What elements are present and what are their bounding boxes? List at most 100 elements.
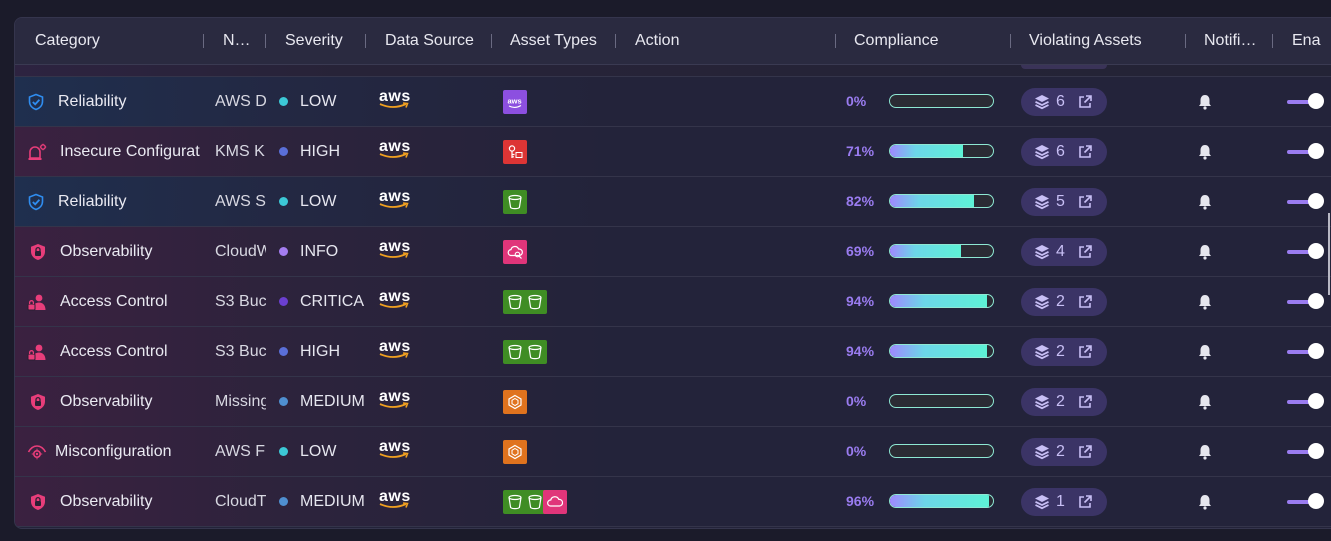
enable-toggle-track[interactable] [1287, 400, 1317, 404]
aws-logo-icon: aws [379, 339, 411, 365]
violating-assets-pill[interactable]: 2 [1021, 438, 1107, 466]
column-resizer[interactable] [835, 34, 836, 48]
column-header-category[interactable]: Category [35, 32, 100, 49]
rule-name[interactable]: CloudT [215, 493, 266, 510]
enable-toggle[interactable] [1308, 143, 1324, 159]
column-header-data-source[interactable]: Data Source [385, 32, 474, 49]
enable-toggle-track[interactable] [1287, 150, 1317, 154]
table-row[interactable]: Access Control S3 Buc HIGH aws 94% 2 [15, 327, 1331, 377]
aws-logo-icon: aws [379, 189, 411, 215]
violating-assets-pill[interactable] [1021, 65, 1107, 69]
layers-icon [1033, 443, 1051, 466]
table-row[interactable]: Observability CloudT MEDIUM aws 96% 1 [15, 477, 1331, 527]
column-header-notifications[interactable]: Notifi… [1204, 32, 1257, 49]
column-resizer[interactable] [1185, 34, 1186, 48]
enable-toggle[interactable] [1308, 243, 1324, 259]
bell-icon[interactable] [1196, 193, 1214, 216]
rule-name[interactable]: S3 Buc [215, 343, 266, 360]
bell-icon[interactable] [1196, 243, 1214, 266]
table-row[interactable]: Misconfiguration AWS F LOW aws 0% 2 [15, 427, 1331, 477]
compliance-percent: 71% [846, 143, 875, 159]
compliance-bar-fill [890, 295, 987, 307]
enable-toggle-track[interactable] [1287, 100, 1317, 104]
enable-toggle[interactable] [1308, 493, 1324, 509]
compliance-percent: 0% [846, 393, 867, 409]
violating-assets-pill[interactable]: 5 [1021, 188, 1107, 216]
enable-toggle-track[interactable] [1287, 500, 1317, 504]
table-row[interactable]: Observability Missing MEDIUM aws 0% 2 [15, 377, 1331, 427]
column-resizer[interactable] [203, 34, 204, 48]
aws-logo-icon: aws [379, 89, 411, 115]
column-resizer[interactable] [1010, 34, 1011, 48]
external-link-icon[interactable] [1077, 144, 1093, 165]
enable-toggle-track[interactable] [1287, 300, 1317, 304]
column-resizer[interactable] [265, 34, 266, 48]
table-row[interactable]: Access Control S3 Buc CRITICA aws 94% 2 [15, 277, 1331, 327]
column-header-violating-assets[interactable]: Violating Assets [1029, 32, 1142, 49]
external-link-icon[interactable] [1077, 444, 1093, 465]
table-row[interactable]: Observability CloudW INFO aws 69% 4 [15, 227, 1331, 277]
category-label: Observability [60, 243, 153, 260]
column-resizer[interactable] [1272, 34, 1273, 48]
category-label: Reliability [58, 93, 127, 110]
compliance-bar-fill [890, 145, 964, 157]
column-resizer[interactable] [365, 34, 366, 48]
external-link-icon[interactable] [1077, 194, 1093, 215]
violating-assets-pill[interactable]: 2 [1021, 388, 1107, 416]
rule-name[interactable]: CloudW [215, 243, 266, 260]
bell-icon[interactable] [1196, 343, 1214, 366]
vertical-scrollbar-thumb[interactable] [1328, 213, 1330, 295]
bell-icon[interactable] [1196, 393, 1214, 416]
external-link-icon[interactable] [1077, 244, 1093, 265]
bell-icon[interactable] [1196, 293, 1214, 316]
violating-assets-pill[interactable]: 1 [1021, 488, 1107, 516]
column-header-enabled[interactable]: Ena [1292, 32, 1321, 49]
severity-dot [279, 197, 288, 206]
external-link-icon[interactable] [1077, 94, 1093, 115]
bell-icon[interactable] [1196, 143, 1214, 166]
column-header-compliance[interactable]: Compliance [854, 32, 939, 49]
enable-toggle-track[interactable] [1287, 200, 1317, 204]
violating-assets-pill[interactable]: 4 [1021, 238, 1107, 266]
enable-toggle[interactable] [1308, 393, 1324, 409]
enable-toggle-track[interactable] [1287, 350, 1317, 354]
bell-icon[interactable] [1196, 493, 1214, 516]
rule-name[interactable]: AWS D [215, 93, 266, 110]
violating-assets-pill[interactable]: 6 [1021, 88, 1107, 116]
external-link-icon[interactable] [1077, 344, 1093, 365]
table-row[interactable]: Reliability AWS D LOW aws aws 0% 6 [15, 77, 1331, 127]
table-row[interactable]: Reliability AWS S LOW aws 82% 5 [15, 177, 1331, 227]
enable-toggle[interactable] [1308, 343, 1324, 359]
bell-icon[interactable] [1196, 443, 1214, 466]
column-header-asset-types[interactable]: Asset Types [510, 32, 597, 49]
rule-name[interactable]: Missing [215, 393, 266, 410]
rule-name[interactable]: AWS F [215, 443, 266, 460]
column-resizer[interactable] [615, 34, 616, 48]
column-header-name[interactable]: N… [223, 32, 251, 49]
enable-toggle[interactable] [1308, 193, 1324, 209]
column-header-severity[interactable]: Severity [285, 32, 343, 49]
enable-toggle[interactable] [1308, 443, 1324, 459]
severity-dot [279, 397, 288, 406]
enable-toggle-track[interactable] [1287, 450, 1317, 454]
external-link-icon[interactable] [1077, 394, 1093, 415]
compliance-bar [889, 394, 994, 408]
rule-name[interactable]: AWS S [215, 193, 266, 210]
violating-assets-pill[interactable]: 6 [1021, 138, 1107, 166]
external-link-icon[interactable] [1077, 294, 1093, 315]
column-header-action[interactable]: Action [635, 32, 680, 49]
table-row[interactable]: Insecure Configurat KMS K HIGH aws 71% 6 [15, 127, 1331, 177]
violating-assets-pill[interactable]: 2 [1021, 288, 1107, 316]
rule-name[interactable]: KMS K [215, 143, 265, 160]
bell-icon[interactable] [1196, 93, 1214, 116]
layers-icon [1033, 343, 1051, 366]
column-resizer[interactable] [491, 34, 492, 48]
violating-assets-pill[interactable]: 2 [1021, 338, 1107, 366]
enable-toggle-track[interactable] [1287, 250, 1317, 254]
enable-toggle[interactable] [1308, 93, 1324, 109]
cloud-icon [543, 490, 567, 514]
enable-toggle[interactable] [1308, 293, 1324, 309]
compliance-percent: 94% [846, 293, 875, 309]
external-link-icon[interactable] [1077, 494, 1093, 515]
rule-name[interactable]: S3 Buc [215, 293, 266, 310]
